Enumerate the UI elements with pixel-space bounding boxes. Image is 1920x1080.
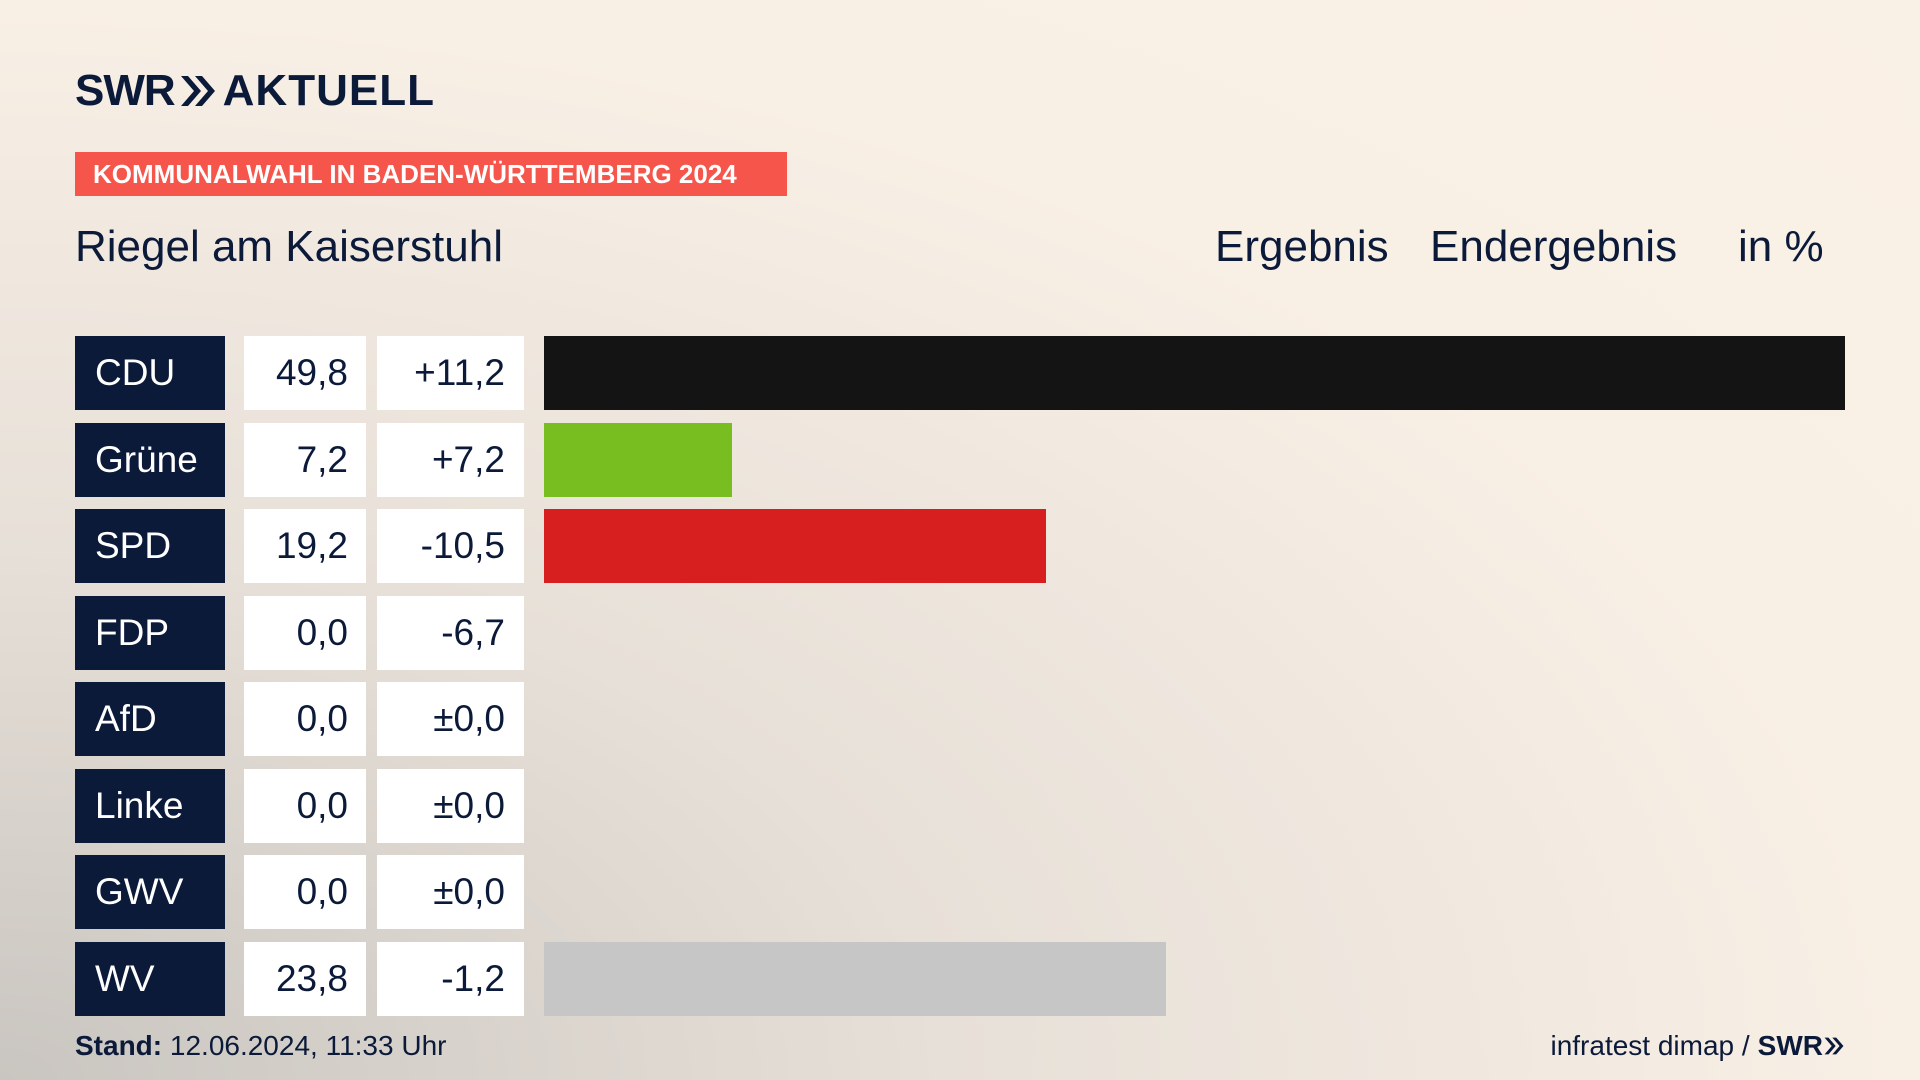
swr-wordmark: SWR xyxy=(75,66,176,115)
stand-value: 12.06.2024, 11:33 Uhr xyxy=(162,1030,447,1061)
result-change: +7,2 xyxy=(377,422,524,497)
party-label: Linke xyxy=(75,768,225,843)
party-row: SPD 19,2 -10,5 xyxy=(75,509,1845,583)
result-value: 0,0 xyxy=(244,682,366,756)
timestamp: Stand: 12.06.2024, 11:33 Uhr xyxy=(75,1030,446,1062)
header-ergebnis: Ergebnis xyxy=(1215,222,1389,271)
stand-label: Stand: xyxy=(75,1030,163,1061)
result-value: 49,8 xyxy=(244,336,366,410)
election-badge: KOMMUNALWAHL IN BADEN-WÜRTTEMBERG 2024 xyxy=(75,152,787,196)
result-value: 0,0 xyxy=(244,855,366,929)
party-row: CDU 49,8 +11,2 xyxy=(75,336,1845,410)
source-text: infratest dimap / xyxy=(1550,1030,1750,1061)
result-change: ±0,0 xyxy=(377,768,524,843)
result-value: 19,2 xyxy=(244,509,366,583)
aktuell-wordmark: AKTUELL xyxy=(222,66,435,115)
result-change: +11,2 xyxy=(377,336,524,410)
party-row: GWV 0,0 ±0,0 xyxy=(75,855,1845,929)
source-credit: infratest dimap / SWR xyxy=(1550,1030,1845,1062)
result-change: -10,5 xyxy=(377,509,524,583)
result-value: 0,0 xyxy=(244,768,366,843)
result-bar xyxy=(544,509,1046,583)
header-unit: in % xyxy=(1738,222,1824,271)
source-brand: SWR xyxy=(1757,1030,1823,1061)
result-change: -1,2 xyxy=(377,941,524,1016)
party-row: WV 23,8 -1,2 xyxy=(75,941,1845,1016)
double-chevron-icon-small xyxy=(1824,1037,1844,1055)
result-bar xyxy=(544,336,1845,410)
party-label: Grüne xyxy=(75,422,225,497)
swr-aktuell-logo: SWR AKTUELL xyxy=(75,66,435,115)
result-bar xyxy=(544,422,733,497)
party-label: FDP xyxy=(75,595,225,670)
party-row: AfD 0,0 ±0,0 xyxy=(75,682,1845,756)
result-change: ±0,0 xyxy=(377,682,524,756)
party-row: Grüne 7,2 +7,2 xyxy=(75,422,1845,497)
party-label: CDU xyxy=(75,336,225,410)
header-endergebnis: Endergebnis xyxy=(1430,222,1678,271)
result-value: 7,2 xyxy=(244,422,366,497)
double-chevron-icon xyxy=(180,76,215,106)
party-row: FDP 0,0 -6,7 xyxy=(75,595,1845,670)
party-row: Linke 0,0 ±0,0 xyxy=(75,768,1845,843)
place-title: Riegel am Kaiserstuhl xyxy=(75,222,503,271)
party-label: SPD xyxy=(75,509,225,583)
party-label: WV xyxy=(75,941,225,1016)
party-label: AfD xyxy=(75,682,225,756)
result-change: ±0,0 xyxy=(377,855,524,929)
result-value: 23,8 xyxy=(244,941,366,1016)
result-value: 0,0 xyxy=(244,595,366,670)
result-change: -6,7 xyxy=(377,595,524,670)
party-label: GWV xyxy=(75,855,225,929)
result-bar xyxy=(544,941,1166,1016)
